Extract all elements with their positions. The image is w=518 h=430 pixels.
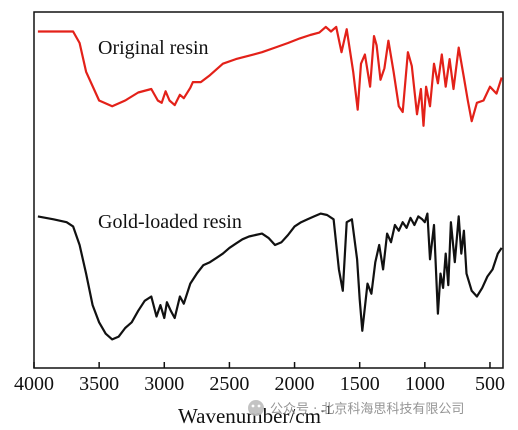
annotation-gold-loaded-resin: Gold-loaded resin bbox=[98, 211, 242, 233]
x-tick-label: 1500 bbox=[340, 373, 380, 395]
annotation-original-resin: Original resin bbox=[98, 37, 209, 59]
x-tick-label: 3000 bbox=[144, 373, 184, 395]
series-line-original-resin bbox=[37, 25, 503, 127]
x-tick-label: 3500 bbox=[79, 373, 119, 395]
wechat-icon-eye-left bbox=[251, 404, 255, 408]
plot-frame bbox=[33, 11, 504, 369]
wechat-icon-eye-right bbox=[257, 404, 261, 408]
wechat-icon bbox=[248, 400, 264, 416]
series-line-gold-loaded-resin bbox=[37, 212, 503, 341]
watermark: 公众号 · 北京科海思科技有限公司 bbox=[248, 400, 464, 417]
x-tick-label: 500 bbox=[475, 373, 505, 395]
watermark-text: 公众号 · 北京科海思科技有限公司 bbox=[270, 402, 464, 417]
x-tick-label: 2000 bbox=[275, 373, 315, 395]
x-tick-label: 4000 bbox=[14, 373, 54, 395]
x-tick-label: 2500 bbox=[209, 373, 249, 395]
series-layer bbox=[37, 25, 503, 341]
x-axis-label-superscript: -1 bbox=[321, 402, 332, 417]
x-tick-label: 1000 bbox=[405, 373, 445, 395]
x-axis-ticks: 4000 3500 3000 2500 2000 1500 1000 500 bbox=[14, 362, 505, 395]
